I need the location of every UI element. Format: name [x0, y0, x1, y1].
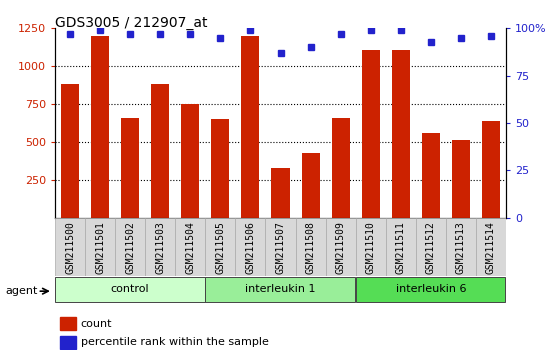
Bar	[272, 168, 289, 218]
Text: GSM211512: GSM211512	[426, 221, 436, 274]
Bar	[386, 218, 416, 276]
Bar	[205, 277, 355, 302]
Bar	[85, 218, 115, 276]
Text: GSM211513: GSM211513	[456, 221, 466, 274]
Text: control: control	[111, 284, 150, 295]
Bar	[356, 277, 505, 302]
Text: GSM211508: GSM211508	[306, 221, 316, 274]
Text: GSM211507: GSM211507	[276, 221, 285, 274]
Text: GSM211506: GSM211506	[245, 221, 255, 274]
Text: GSM211501: GSM211501	[95, 221, 105, 274]
Bar	[175, 218, 205, 276]
Bar	[61, 84, 79, 218]
Bar	[476, 218, 506, 276]
Bar	[482, 121, 500, 218]
Text: count: count	[81, 319, 112, 329]
Bar	[211, 119, 229, 218]
Text: GDS3005 / 212907_at: GDS3005 / 212907_at	[55, 16, 207, 30]
Bar	[422, 133, 440, 218]
Bar	[182, 104, 199, 218]
Bar	[121, 118, 139, 218]
Bar	[446, 218, 476, 276]
Bar	[151, 84, 169, 218]
Text: GSM211509: GSM211509	[336, 221, 345, 274]
Bar	[205, 218, 235, 276]
Text: interleukin 1: interleukin 1	[245, 284, 316, 295]
Bar	[356, 218, 386, 276]
Bar	[266, 218, 295, 276]
Bar	[91, 36, 109, 218]
Text: GSM211514: GSM211514	[486, 221, 496, 274]
Text: percentile rank within the sample: percentile rank within the sample	[81, 337, 268, 347]
Bar	[235, 218, 266, 276]
Text: GSM211502: GSM211502	[125, 221, 135, 274]
Bar	[59, 317, 76, 330]
Bar	[416, 218, 446, 276]
Bar	[115, 218, 145, 276]
Bar	[145, 218, 175, 276]
Text: GSM211510: GSM211510	[366, 221, 376, 274]
Bar	[326, 218, 356, 276]
Bar	[452, 141, 470, 218]
Bar	[362, 50, 380, 218]
Text: GSM211500: GSM211500	[65, 221, 75, 274]
Bar	[392, 50, 410, 218]
Bar	[301, 153, 320, 218]
Bar	[55, 218, 85, 276]
Text: GSM211503: GSM211503	[155, 221, 165, 274]
Text: interleukin 6: interleukin 6	[395, 284, 466, 295]
Text: GSM211505: GSM211505	[216, 221, 225, 274]
Bar	[55, 277, 205, 302]
Text: GSM211511: GSM211511	[396, 221, 406, 274]
Text: GSM211504: GSM211504	[185, 221, 195, 274]
Bar	[59, 336, 76, 349]
Text: agent: agent	[6, 286, 38, 296]
Bar	[295, 218, 326, 276]
Bar	[332, 118, 350, 218]
Bar	[241, 36, 260, 218]
